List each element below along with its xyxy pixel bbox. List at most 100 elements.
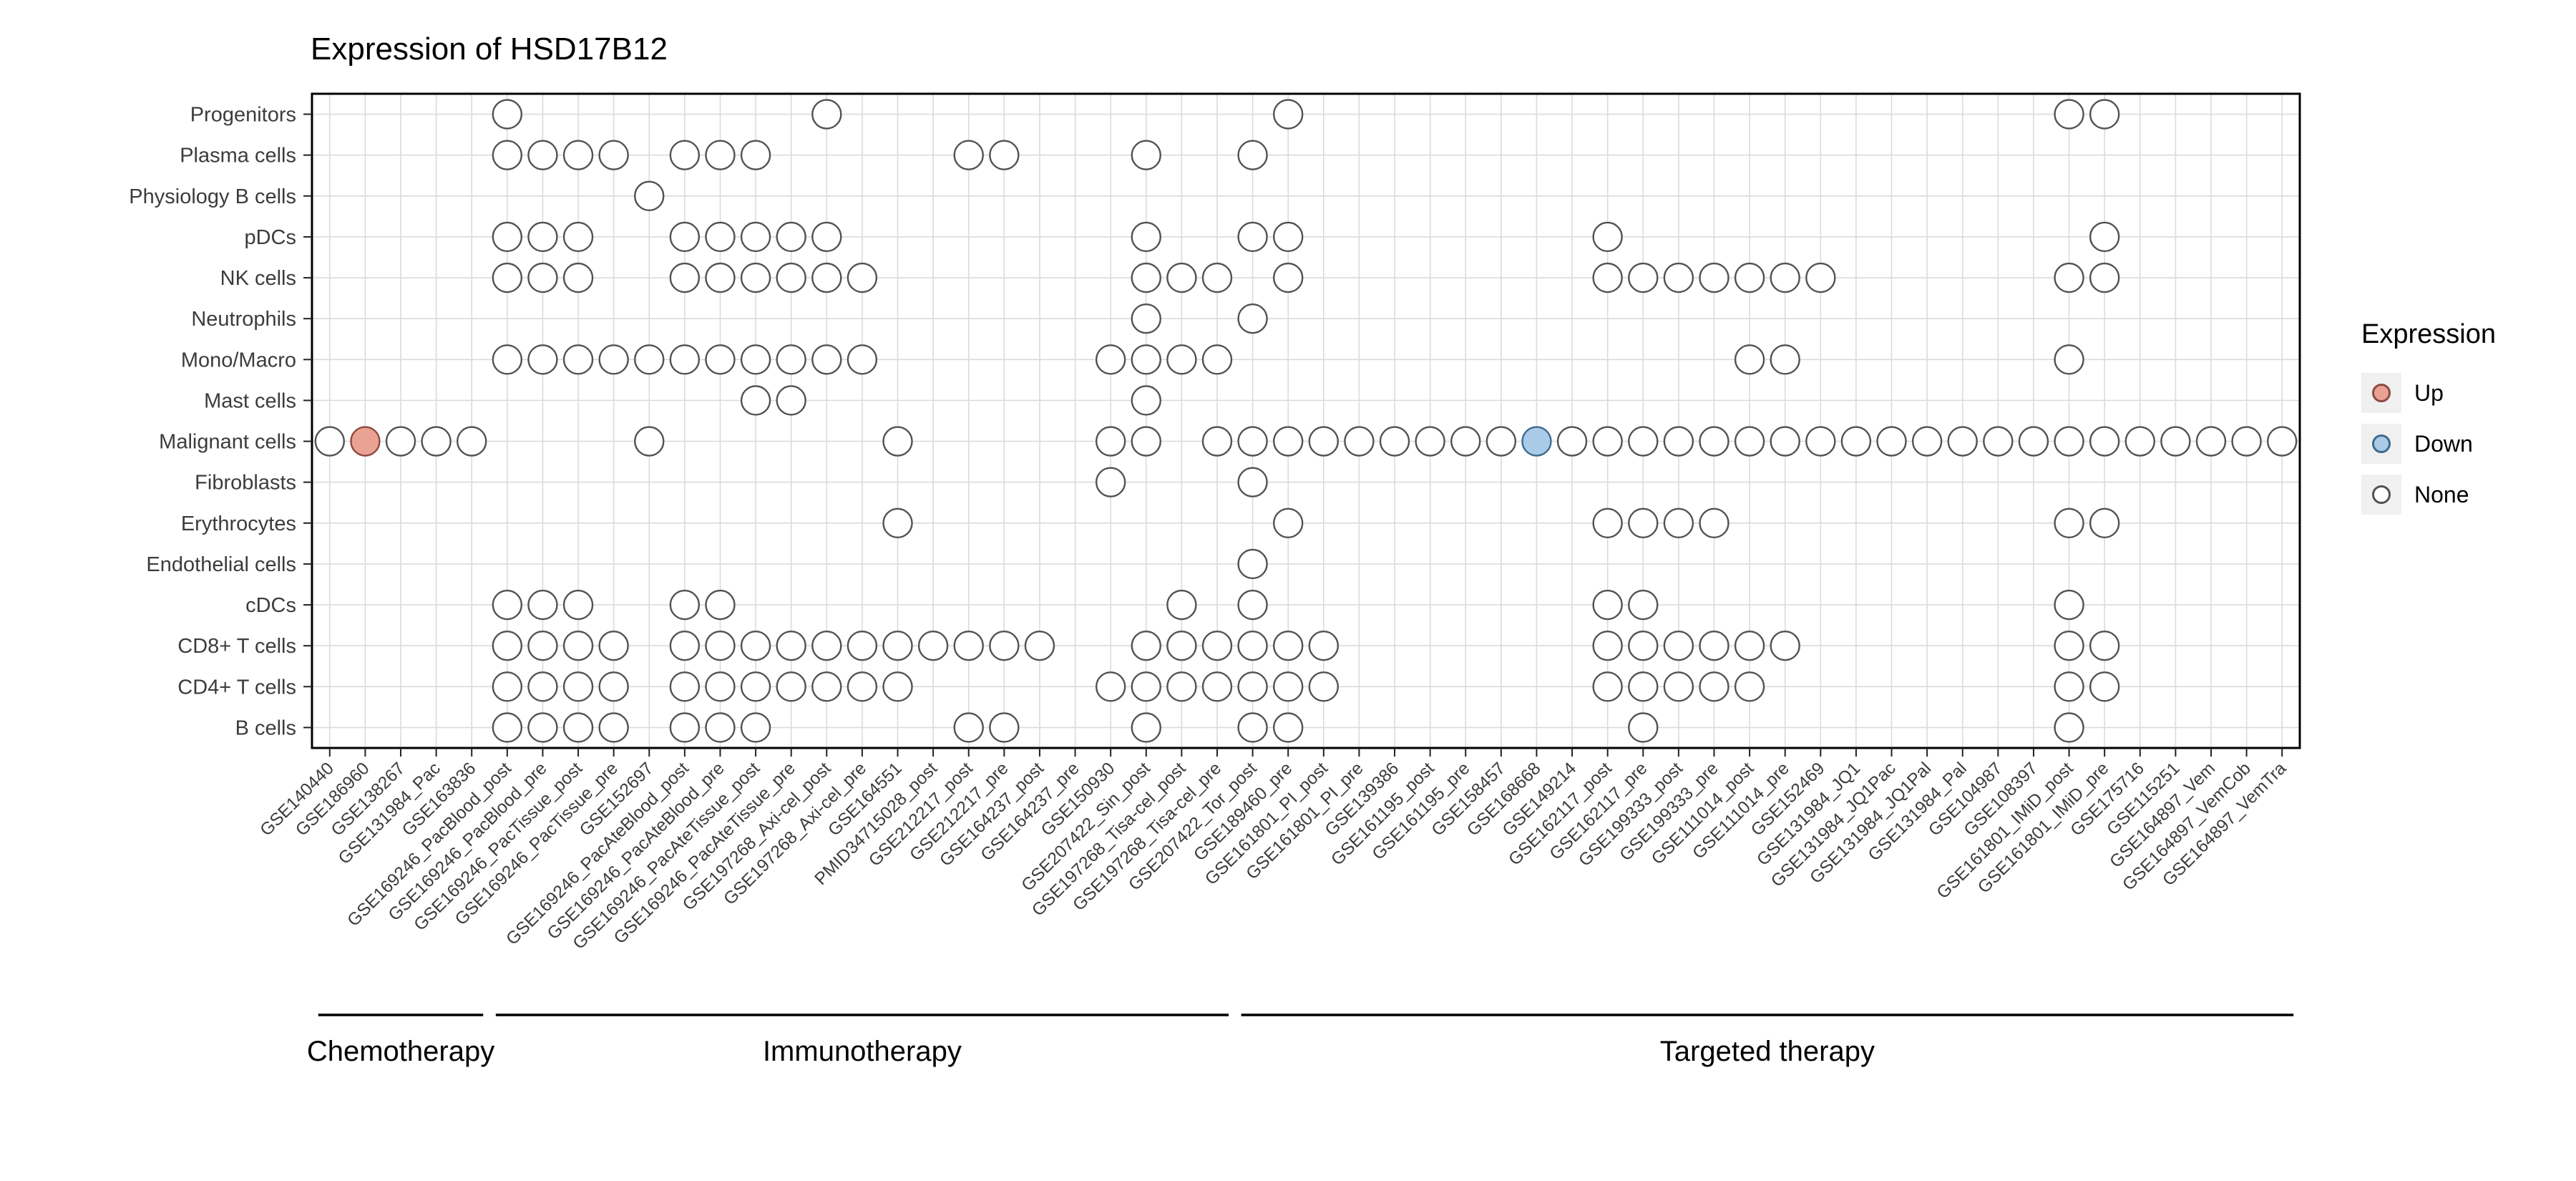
expression-dot-none[interactable] (634, 426, 665, 457)
expression-dot-none[interactable] (421, 426, 452, 457)
expression-dot-none[interactable] (953, 630, 984, 661)
expression-dot-none[interactable] (314, 426, 346, 457)
expression-dot-none[interactable] (492, 671, 523, 702)
expression-dot-none[interactable] (669, 221, 701, 253)
expression-dot-none[interactable] (776, 385, 806, 416)
expression-dot-none[interactable] (1379, 426, 1410, 457)
expression-dot-none[interactable] (705, 712, 736, 743)
expression-dot-none[interactable] (1770, 344, 1800, 375)
expression-dot-none[interactable] (527, 221, 558, 253)
expression-dot-none[interactable] (1131, 303, 1161, 334)
expression-dot-none[interactable] (527, 630, 558, 661)
expression-dot-none[interactable] (1770, 262, 1800, 293)
expression-dot-none[interactable] (847, 262, 878, 293)
expression-dot-none[interactable] (2054, 589, 2084, 621)
expression-dot-none[interactable] (1201, 426, 1233, 457)
expression-dot-none[interactable] (1201, 344, 1233, 375)
expression-dot-none[interactable] (1272, 630, 1304, 661)
expression-dot-none[interactable] (1663, 630, 1694, 661)
expression-dot-none[interactable] (562, 589, 594, 621)
expression-dot-none[interactable] (847, 344, 878, 375)
expression-dot-none[interactable] (2089, 507, 2120, 539)
expression-dot-none[interactable] (1911, 426, 1943, 457)
expression-dot-none[interactable] (1131, 344, 1161, 375)
expression-dot-none[interactable] (953, 712, 984, 743)
expression-dot-none[interactable] (1628, 507, 1659, 539)
expression-dot-none[interactable] (776, 221, 806, 253)
expression-dot-none[interactable] (527, 671, 558, 702)
expression-dot-none[interactable] (1272, 671, 1304, 702)
expression-dot-none[interactable] (1131, 630, 1161, 661)
expression-dot-none[interactable] (1415, 426, 1445, 457)
expression-dot-none[interactable] (705, 140, 736, 170)
expression-dot-none[interactable] (917, 630, 949, 661)
expression-dot-none[interactable] (2195, 426, 2227, 457)
expression-dot-none[interactable] (989, 712, 1020, 743)
expression-dot-none[interactable] (1237, 426, 1268, 457)
expression-dot-none[interactable] (1272, 507, 1304, 539)
expression-dot-none[interactable] (740, 630, 771, 661)
expression-dot-none[interactable] (1592, 589, 1623, 621)
expression-dot-none[interactable] (562, 344, 594, 375)
expression-dot-none[interactable] (2266, 426, 2298, 457)
expression-dot-none[interactable] (1131, 221, 1161, 253)
expression-dot-none[interactable] (882, 426, 913, 457)
expression-dot-none[interactable] (1805, 426, 1836, 457)
expression-dot-none[interactable] (1095, 344, 1126, 375)
expression-dot-none[interactable] (1237, 303, 1268, 334)
expression-dot-none[interactable] (669, 344, 701, 375)
expression-dot-none[interactable] (1131, 671, 1161, 702)
expression-dot-none[interactable] (492, 262, 523, 293)
expression-dot-none[interactable] (2231, 426, 2262, 457)
expression-dot-none[interactable] (1166, 630, 1197, 661)
expression-dot-none[interactable] (669, 671, 701, 702)
expression-dot-none[interactable] (776, 262, 806, 293)
expression-dot-none[interactable] (1734, 344, 1765, 375)
expression-dot-none[interactable] (385, 426, 416, 457)
expression-dot-none[interactable] (1201, 262, 1233, 293)
expression-dot-none[interactable] (705, 344, 736, 375)
expression-dot-down[interactable] (1521, 426, 1552, 457)
expression-dot-none[interactable] (1699, 507, 1729, 539)
expression-dot-none[interactable] (1095, 426, 1126, 457)
expression-dot-none[interactable] (1734, 630, 1765, 661)
expression-dot-none[interactable] (1131, 262, 1161, 293)
expression-dot-none[interactable] (492, 712, 523, 743)
expression-dot-none[interactable] (1556, 426, 1588, 457)
expression-dot-none[interactable] (1344, 426, 1375, 457)
expression-dot-none[interactable] (811, 262, 842, 293)
expression-dot-none[interactable] (492, 630, 523, 661)
expression-dot-none[interactable] (1166, 262, 1197, 293)
expression-dot-none[interactable] (1308, 426, 1340, 457)
expression-dot-none[interactable] (562, 221, 594, 253)
expression-dot-none[interactable] (1699, 671, 1729, 702)
expression-dot-none[interactable] (953, 140, 984, 170)
expression-dot-none[interactable] (1237, 589, 1268, 621)
expression-dot-none[interactable] (776, 630, 806, 661)
expression-dot-none[interactable] (1663, 507, 1694, 539)
expression-dot-none[interactable] (2054, 344, 2084, 375)
expression-dot-none[interactable] (527, 140, 558, 170)
expression-dot-none[interactable] (740, 344, 771, 375)
expression-dot-none[interactable] (1628, 712, 1659, 743)
expression-dot-none[interactable] (492, 344, 523, 375)
expression-dot-none[interactable] (492, 589, 523, 621)
expression-dot-none[interactable] (1947, 426, 1978, 457)
expression-dot-none[interactable] (740, 712, 771, 743)
expression-dot-none[interactable] (669, 262, 701, 293)
expression-dot-none[interactable] (1095, 671, 1126, 702)
expression-dot-none[interactable] (562, 630, 594, 661)
expression-dot-none[interactable] (1592, 426, 1623, 457)
expression-dot-none[interactable] (527, 589, 558, 621)
expression-dot-none[interactable] (492, 221, 523, 253)
expression-dot-none[interactable] (1272, 426, 1304, 457)
expression-dot-none[interactable] (811, 344, 842, 375)
expression-dot-none[interactable] (2054, 99, 2084, 130)
expression-dot-none[interactable] (598, 630, 629, 661)
expression-dot-none[interactable] (1663, 671, 1694, 702)
expression-dot-none[interactable] (1308, 630, 1340, 661)
expression-dot-none[interactable] (562, 712, 594, 743)
expression-dot-none[interactable] (882, 671, 913, 702)
expression-dot-none[interactable] (1024, 630, 1055, 661)
expression-dot-none[interactable] (598, 671, 629, 702)
